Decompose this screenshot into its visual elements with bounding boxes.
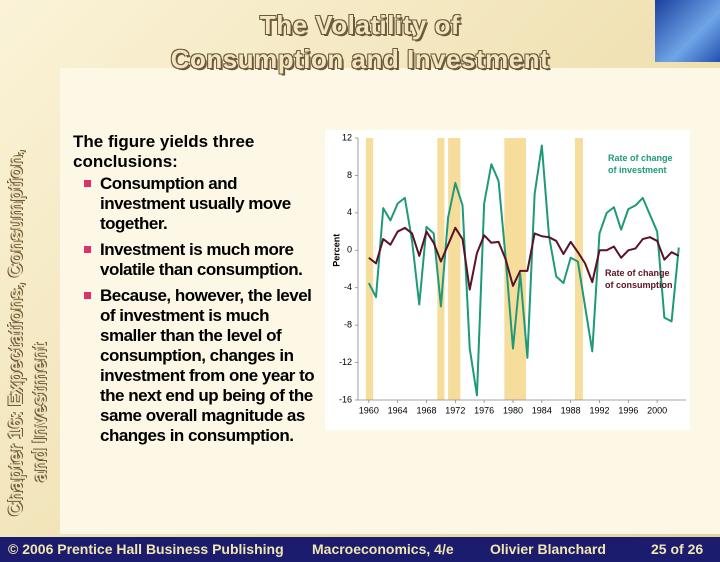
bullet-text: Because, however, the level of investmen…	[100, 286, 315, 445]
footer-book: Macroeconomics, 4/e	[312, 541, 454, 557]
recession-band	[448, 138, 461, 400]
corner-decoration	[655, 0, 720, 62]
x-tick-label: 1960	[359, 405, 379, 415]
x-tick-label: 1976	[474, 405, 494, 415]
series-line	[367, 144, 680, 397]
series-label: Rate of change of investment	[608, 153, 673, 175]
x-tick-label: 1984	[532, 405, 552, 415]
series-label: Rate of change of consumption	[605, 268, 673, 290]
slide-title: The Volatility of Consumption and Invest…	[60, 8, 660, 76]
intro: The figure yields three conclusions:	[73, 132, 255, 171]
y-tick-label: 0	[347, 245, 352, 255]
footer-author: Olivier Blanchard	[490, 541, 606, 557]
x-tick-label: 1968	[416, 405, 436, 415]
y-tick-label: -4	[344, 282, 352, 292]
x-tick-label: 1992	[589, 405, 609, 415]
side-label-line: Chapter 16: Expectations, Consumption,	[6, 149, 27, 516]
recession-band	[504, 138, 526, 400]
x-tick-label: 1972	[445, 405, 465, 415]
recession-band	[437, 138, 445, 400]
y-tick-label: 8	[347, 170, 352, 180]
chart: -16 -12 -8 -4 0 4 8 12 1960 1964 1968 1972 1976 1980 1…	[331, 132, 686, 415]
bullet: Consumption and investment usually move …	[73, 174, 323, 234]
x-tick-label: 2000	[647, 405, 667, 415]
y-axis-label: Percent	[331, 234, 341, 267]
y-tick-label: 12	[342, 132, 352, 142]
bullet: Investment is much more volatile than co…	[73, 240, 323, 280]
y-tick-label: -8	[344, 320, 352, 330]
footer: © 2006 Prentice Hall Business Publishing…	[0, 537, 720, 562]
footer-page: 25 of 26	[651, 541, 704, 557]
body-text: The figure yields three conclusions: Con…	[73, 132, 323, 452]
side-label-line: and Investment	[30, 342, 51, 482]
y-tick-label: -16	[339, 394, 352, 404]
series-line	[368, 226, 680, 291]
recession-band	[365, 138, 374, 400]
y-tick-label: -12	[339, 357, 352, 367]
bullet-text: Investment is much more volatile than co…	[100, 240, 303, 279]
x-tick-label: 1988	[561, 405, 581, 415]
x-tick-label: 1980	[503, 405, 523, 415]
bullet-list: Consumption and investment usually move …	[73, 174, 323, 446]
x-tick-label: 1964	[388, 405, 408, 415]
x-tick-label: 1996	[618, 405, 638, 415]
footer-publisher: © 2006 Prentice Hall Business Publishing	[8, 541, 284, 557]
bullet-text: Consumption and investment usually move …	[100, 174, 291, 233]
y-tick-label: 4	[347, 207, 352, 217]
title-line: The Volatility of	[259, 10, 461, 40]
side-label: Chapter 16: Expectations, Consumption, a…	[0, 68, 60, 534]
chart-box: -16 -12 -8 -4 0 4 8 12 1960 1964 1968 1972 1976 1980 1…	[325, 130, 690, 430]
title-line: Consumption and Investment	[170, 44, 550, 74]
bullet: Because, however, the level of investmen…	[73, 286, 323, 446]
